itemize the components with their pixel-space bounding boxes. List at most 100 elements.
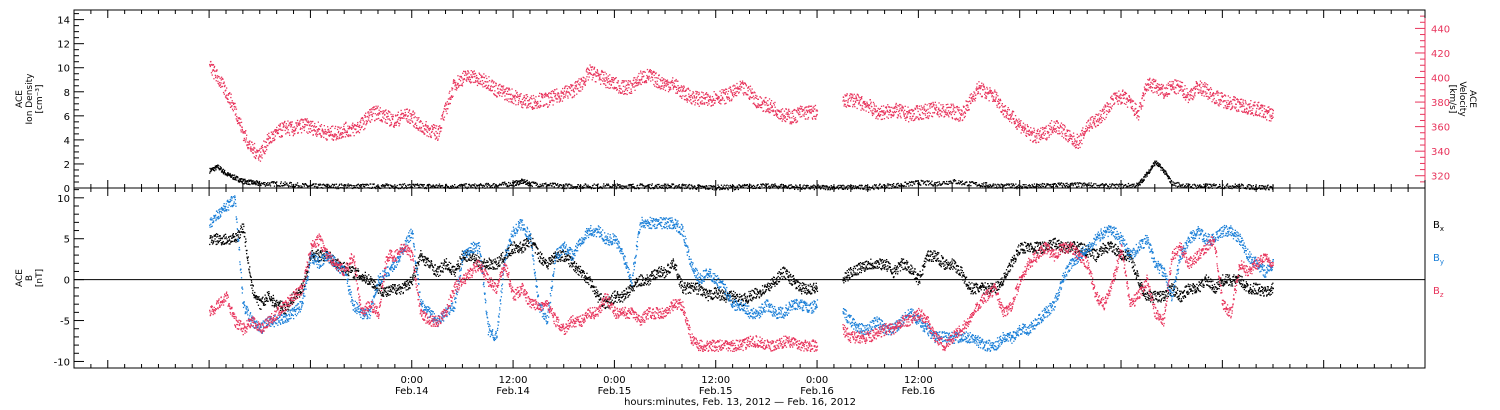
velocity-point (1007, 118, 1010, 120)
density-point (896, 183, 898, 185)
velocity-point (815, 114, 818, 116)
density-point (224, 169, 226, 172)
velocity-point (526, 94, 528, 96)
velocity-point (787, 115, 789, 117)
velocity-point (875, 117, 877, 120)
velocity-point (323, 131, 326, 133)
velocity-point (854, 106, 856, 108)
velocity-point (375, 118, 377, 120)
velocity-point (343, 125, 345, 128)
velocity-point (1021, 126, 1023, 128)
density-point (864, 184, 867, 187)
velocity-point (605, 73, 607, 75)
velocity-point (398, 125, 400, 127)
velocity-point (667, 91, 670, 93)
velocity-point (777, 116, 779, 118)
velocity-point (895, 104, 897, 106)
velocity-point (474, 72, 477, 75)
velocity-point (696, 96, 698, 98)
velocity-point (542, 97, 544, 99)
velocity-point (1031, 131, 1033, 133)
velocity-point (500, 85, 502, 87)
density-point (257, 184, 260, 186)
velocity-point (242, 130, 244, 132)
velocity-point (788, 116, 790, 118)
density-point (534, 182, 536, 184)
velocity-point (308, 128, 310, 130)
density-point (823, 188, 825, 190)
velocity-point (417, 118, 419, 120)
velocity-point (376, 114, 378, 116)
velocity-point (734, 94, 736, 97)
velocity-point (238, 117, 241, 119)
velocity-point (962, 119, 964, 121)
density-point (1085, 183, 1087, 185)
velocity-point (550, 90, 553, 93)
velocity-point (1018, 125, 1020, 127)
velocity-point (768, 98, 771, 100)
velocity-point (642, 81, 644, 83)
velocity-point (786, 113, 789, 115)
density-point (704, 186, 706, 188)
velocity-point (756, 106, 759, 108)
density-point (521, 178, 523, 180)
density-point (709, 188, 711, 190)
velocity-point (1004, 105, 1007, 107)
density-point (1153, 162, 1155, 164)
density-point (877, 188, 880, 190)
velocity-point (555, 93, 557, 95)
velocity-point (604, 80, 607, 82)
velocity-point (275, 131, 277, 133)
density-point (810, 186, 813, 188)
velocity-point (388, 111, 390, 113)
density-point (465, 183, 468, 185)
velocity-point (736, 95, 738, 97)
velocity-point (466, 78, 468, 80)
velocity-point (773, 104, 775, 106)
velocity-point (798, 114, 800, 116)
velocity-point (493, 93, 495, 95)
density-point (941, 183, 943, 185)
velocity-point (247, 144, 249, 146)
velocity-point (265, 146, 267, 149)
velocity-point (210, 72, 213, 74)
density-point (380, 185, 383, 187)
velocity-point (904, 109, 906, 111)
velocity-point (451, 87, 453, 89)
density-point (905, 185, 907, 187)
velocity-point (461, 83, 463, 85)
velocity-point (621, 80, 623, 82)
density-point (997, 184, 999, 186)
density-point (937, 181, 939, 183)
velocity-point (958, 120, 960, 122)
velocity-point (331, 125, 333, 128)
velocity-point (663, 81, 665, 83)
velocity-point (907, 106, 909, 108)
velocity-point (512, 94, 514, 96)
velocity-point (854, 100, 857, 102)
velocity-point (906, 111, 909, 113)
density-point (237, 177, 239, 179)
velocity-point (244, 141, 247, 143)
velocity-point (533, 107, 535, 110)
velocity-point (582, 79, 584, 82)
velocity-point (553, 91, 555, 93)
velocity-point (876, 111, 878, 113)
velocity-point (419, 120, 422, 122)
velocity-point (332, 139, 335, 141)
density-point (1044, 186, 1046, 188)
velocity-point (268, 143, 270, 145)
velocity-point (935, 109, 937, 111)
velocity-point (754, 104, 757, 106)
density-point (679, 186, 681, 188)
velocity-point (249, 140, 251, 142)
density-point (475, 187, 477, 190)
velocity-point (952, 110, 954, 113)
density-point (531, 185, 533, 187)
velocity-point (354, 128, 356, 130)
velocity-point (478, 72, 480, 74)
velocity-point (757, 103, 759, 105)
density-point (1136, 182, 1138, 184)
density-point (220, 171, 223, 173)
velocity-point (395, 122, 397, 124)
